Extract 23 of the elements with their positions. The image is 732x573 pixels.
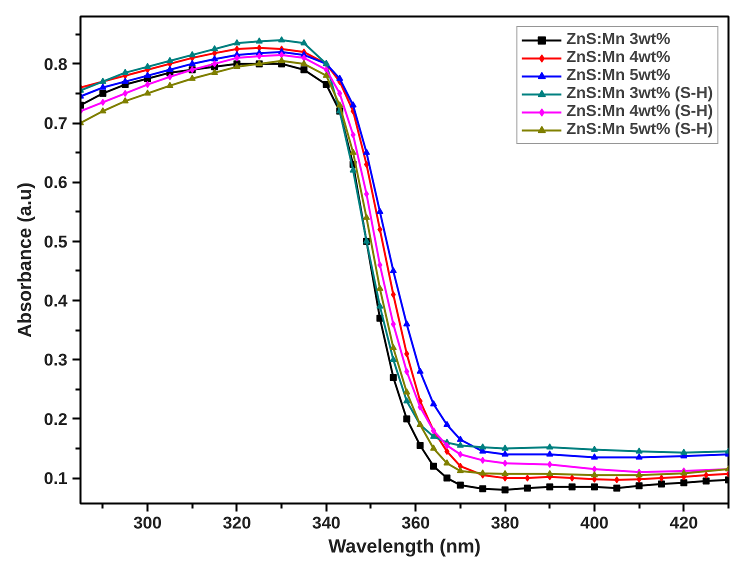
- y-tick-label: 0.8: [44, 54, 68, 74]
- x-tick-label: 380: [490, 514, 520, 532]
- x-tick-label: 320: [222, 514, 252, 532]
- y-tick-label: 0.2: [44, 410, 68, 429]
- x-tick-label: 400: [580, 514, 609, 532]
- y-tick-label: 0.1: [44, 469, 68, 488]
- y-tick-label: 0.3: [44, 350, 68, 370]
- legend-label: ZnS:Mn 3wt%: [566, 31, 670, 49]
- y-tick-label: 0.4: [44, 292, 68, 311]
- legend-label: ZnS:Mn 4wt% (S-H): [566, 103, 713, 121]
- legend-label: ZnS:Mn 3wt% (S-H): [566, 85, 713, 103]
- x-tick-label: 420: [670, 514, 698, 532]
- x-tick-label: 360: [401, 514, 430, 532]
- x-axis-title: Wavelength (nm): [328, 536, 481, 558]
- y-tick-label: 0.7: [44, 114, 68, 134]
- legend-label: ZnS:Mn 5wt%: [566, 67, 670, 85]
- legend-label: ZnS:Mn 4wt%: [566, 49, 670, 67]
- y-axis-title: Absorbance (a.u): [14, 182, 36, 338]
- x-tick-label: 340: [312, 514, 340, 532]
- x-tick-label: 300: [133, 514, 162, 532]
- y-tick-label: 0.6: [44, 173, 68, 192]
- legend-label: ZnS:Mn 5wt% (S-H): [566, 121, 713, 139]
- y-tick-label: 0.5: [44, 232, 68, 252]
